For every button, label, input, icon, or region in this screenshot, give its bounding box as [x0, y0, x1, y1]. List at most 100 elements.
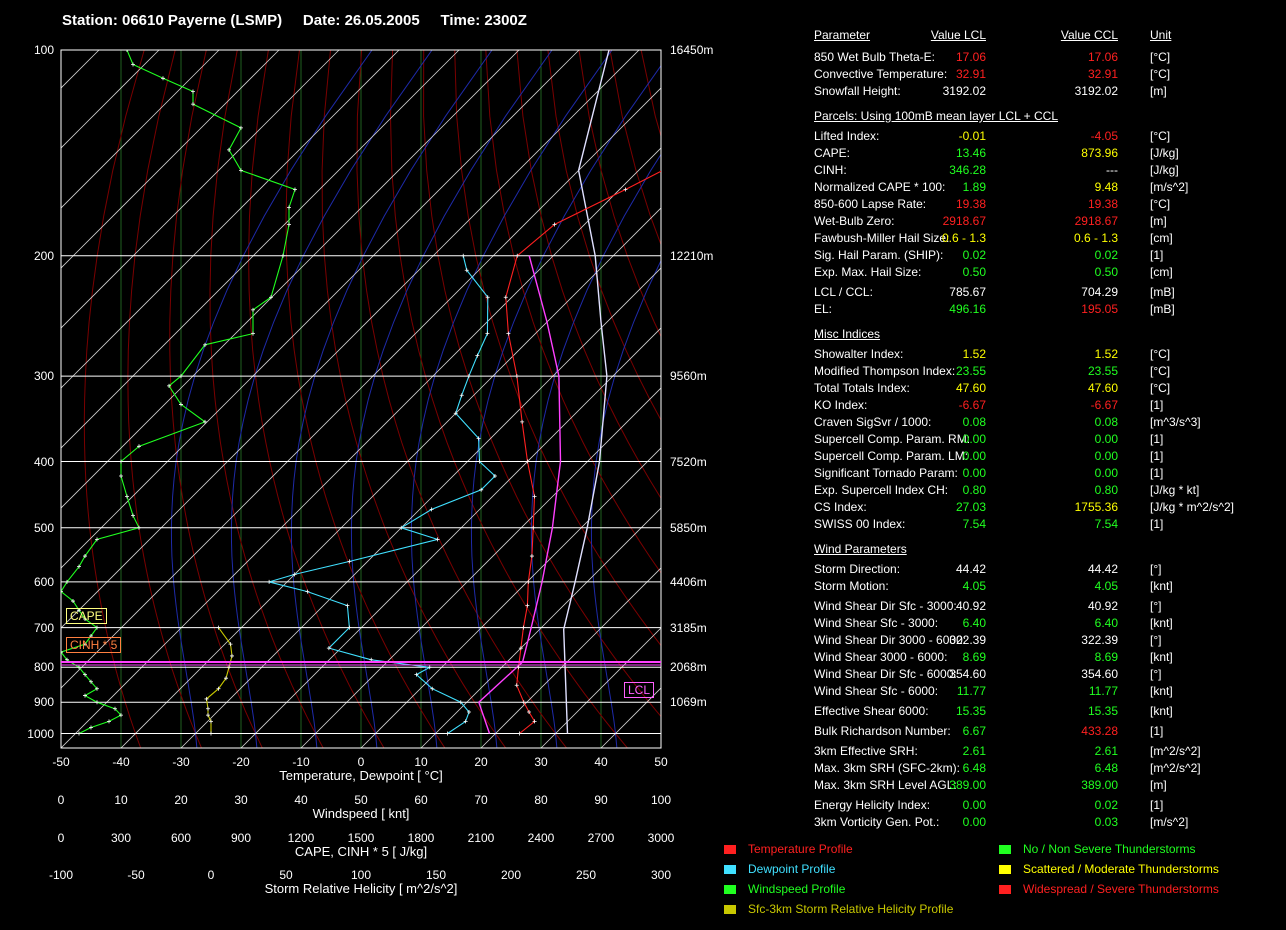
windspeed-profile-point [83, 672, 87, 677]
param-unit: [1] [1150, 517, 1164, 531]
temperature-tick-label: -30 [172, 755, 190, 769]
param-unit: [1] [1150, 798, 1164, 812]
temperature-profile-point [526, 579, 531, 584]
param-value-lcl: 3192.02 [942, 84, 986, 98]
windspeed-profile-point [119, 713, 123, 718]
windspeed-profile-point [83, 693, 87, 698]
param-unit: [knt] [1150, 704, 1173, 718]
param-unit: [m^3/s^3] [1150, 415, 1201, 429]
param-unit: [1] [1150, 449, 1164, 463]
cape-tick-label: 600 [170, 831, 192, 845]
temperature-tick-label: -40 [112, 755, 130, 769]
cape-tick-label: 2100 [467, 831, 495, 845]
param-header-cell: Value LCL [930, 28, 986, 42]
lcl-label-box: LCL [624, 682, 655, 698]
dewpoint-profile-point [464, 268, 469, 273]
param-value-ccl: 32.91 [1087, 67, 1118, 81]
windspeed-tick-label: 10 [114, 793, 128, 807]
dry-adiabat [672, 50, 760, 748]
dewpoint-profile-point [445, 731, 450, 736]
param-value-ccl: 0.03 [1094, 815, 1118, 829]
windspeed-tick-label: 90 [594, 793, 608, 807]
param-value-ccl: 6.48 [1094, 761, 1118, 775]
param-value-ccl: 7.54 [1094, 517, 1118, 531]
param-unit: [m] [1150, 778, 1167, 792]
param-value-ccl: 2.61 [1094, 744, 1118, 758]
srh-tick-label: 250 [575, 868, 597, 882]
moist-adiabat [290, 50, 493, 748]
param-value-ccl: 40.92 [1087, 599, 1118, 613]
temperature-axis-label: Temperature, Dewpoint [ °C] [279, 768, 443, 783]
windspeed-profile-point [95, 537, 99, 542]
pressure-tick-label: 800 [33, 660, 54, 675]
param-value-lcl: 17.06 [955, 50, 986, 64]
param-value-ccl: 19.38 [1087, 197, 1118, 211]
dry-adiabat [454, 50, 661, 647]
dewpoint-profile-point [399, 525, 404, 530]
param-unit: [m^2/s^2] [1150, 761, 1201, 775]
windspeed-profile-point [95, 700, 99, 705]
profile-curves [61, 50, 661, 736]
temperature-tick-label: -10 [292, 755, 310, 769]
param-row: Wind Shear 3000 - 6000: 8.69 8.69 [knt] [814, 650, 1254, 666]
cape-tick-label: 0 [57, 831, 65, 845]
temperature-profile-point [552, 222, 557, 227]
windspeed-profile-point [61, 650, 63, 655]
moist-adiabat [170, 50, 373, 748]
plot-frame [60, 49, 662, 749]
param-unit: [knt] [1150, 579, 1173, 593]
windspeed-profile-point [161, 76, 165, 81]
windspeed-profile-point [191, 89, 195, 94]
param-row: Max. 3km SRH Level AGL: 389.00 389.00 [m] [814, 778, 1254, 794]
windspeed-profile-point [65, 579, 69, 584]
dewpoint-profile-point [427, 665, 432, 670]
param-unit: [°] [1150, 633, 1162, 647]
lcl-parcel-curve [477, 255, 562, 734]
height-label: 2068m [670, 660, 707, 675]
param-name: Sig. Hail Param. (SHIP): [814, 248, 944, 262]
param-row: Storm Direction: 44.42 44.42 [°] [814, 562, 1254, 578]
windspeed-profile-point [125, 50, 129, 52]
param-name: KO Index: [814, 398, 868, 412]
dewpoint-profile-point [492, 474, 497, 479]
cape-tick-label: 900 [230, 831, 252, 845]
param-unit: [cm] [1150, 265, 1173, 279]
param-unit: [°] [1150, 562, 1162, 576]
temperature-tick-label: 50 [654, 755, 668, 769]
srh-tick-label: 0 [207, 868, 215, 882]
dewpoint-profile-point [485, 331, 490, 336]
param-value-lcl: 7.54 [962, 517, 986, 531]
dry-adiabat [578, 50, 661, 338]
param-row: Exp. Max. Hail Size: 0.50 0.50 [cm] [814, 265, 1254, 281]
sfc-3km-storm-relative-helicity-profile-point [230, 653, 234, 658]
param-row: Wind Shear Dir Sfc - 6000: 354.60 354.60 [°… [814, 667, 1254, 683]
param-value-lcl: 6.67 [962, 724, 986, 738]
pressure-tick-label: 1000 [27, 726, 54, 741]
param-value-ccl: 1.52 [1094, 347, 1118, 361]
windspeed-profile-point [251, 331, 255, 336]
param-value-ccl: 9.48 [1094, 180, 1118, 194]
background-grid [61, 50, 760, 748]
param-unit: [1] [1150, 724, 1164, 738]
param-row: 3km Vorticity Gen. Pot.: 0.00 0.03 [m/s^2] [814, 815, 1254, 831]
temperature-tick-label: 0 [357, 755, 365, 769]
cape-label-box: CAPE [66, 608, 107, 624]
temperature-tick-label: -20 [232, 755, 250, 769]
param-unit: [1] [1150, 432, 1164, 446]
srh-tick-label: -100 [48, 868, 74, 882]
temperature-profile-point [532, 719, 537, 724]
windspeed-profile-point [203, 419, 207, 424]
moist-adiabat [530, 153, 661, 748]
param-unit: [°C] [1150, 381, 1171, 395]
param-name: Exp. Supercell Index CH: [814, 483, 949, 497]
param-name: Wind Shear Dir Sfc - 3000: [814, 599, 957, 613]
legend-label: Temperature Profile [748, 842, 853, 856]
cape-tick-label: 2700 [587, 831, 615, 845]
temperature-profile-point [529, 554, 534, 559]
param-name: Wind Shear 3000 - 6000: [814, 650, 948, 664]
param-value-lcl: 23.55 [955, 364, 986, 378]
param-name: Effective Shear 6000: [814, 704, 929, 718]
param-unit: [J/kg * m^2/s^2] [1150, 500, 1234, 514]
temperature-tick-label: 30 [534, 755, 548, 769]
moist-adiabat [470, 64, 661, 748]
